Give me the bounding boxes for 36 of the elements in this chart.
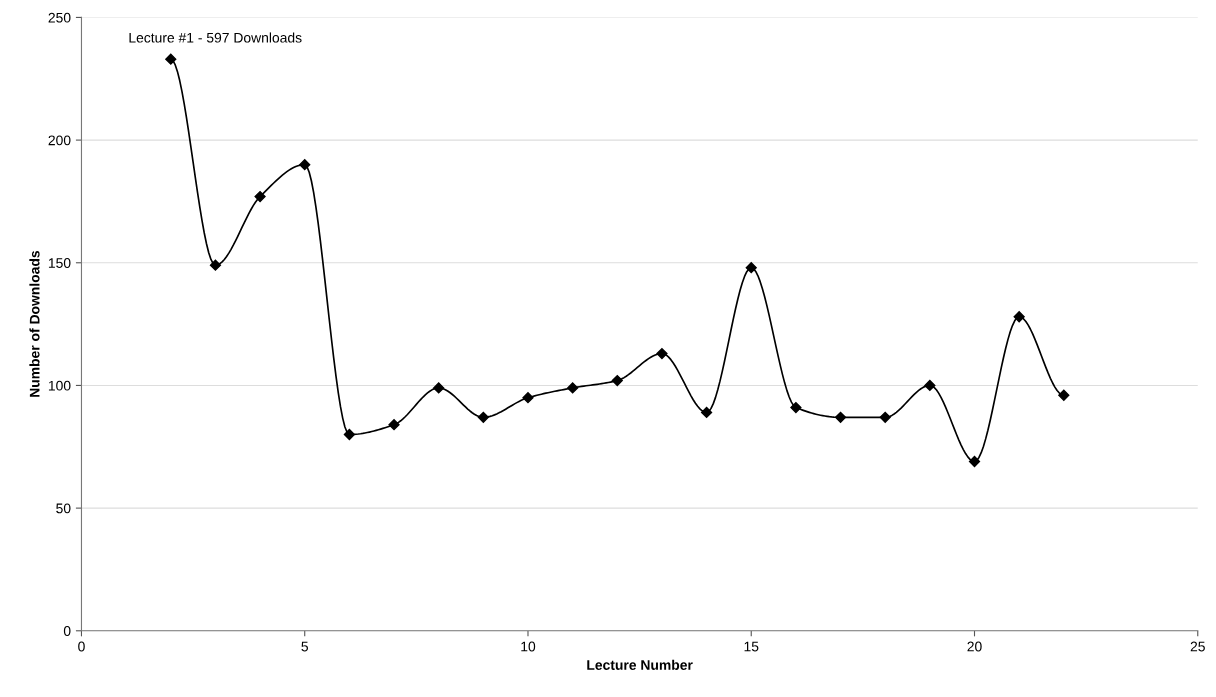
x-tick-label: 15 xyxy=(744,641,759,652)
point xyxy=(790,401,802,414)
point xyxy=(700,406,713,419)
y-tick-label: 200 xyxy=(48,135,71,146)
x-tick-label: 5 xyxy=(301,641,309,652)
point xyxy=(567,382,579,394)
x-tick-label: 25 xyxy=(1190,641,1205,652)
x-tick-label: 10 xyxy=(521,641,536,652)
point xyxy=(879,411,891,423)
x-tick-label: 20 xyxy=(967,641,982,652)
point xyxy=(343,428,355,441)
point xyxy=(299,159,311,171)
point xyxy=(656,347,668,360)
point xyxy=(1013,311,1025,323)
point xyxy=(1058,389,1070,401)
point xyxy=(924,379,936,392)
y-axis-title: Number of Downloads xyxy=(29,250,40,397)
annotation: Lecture #1 - 597 Downloads xyxy=(129,32,302,43)
point xyxy=(388,419,400,431)
x-tick-label: 0 xyxy=(78,641,85,652)
point xyxy=(165,53,177,65)
point xyxy=(477,411,489,423)
point xyxy=(209,259,222,271)
y-tick-label: 100 xyxy=(48,380,71,391)
point xyxy=(522,392,534,404)
y-tick-label: 250 xyxy=(48,12,71,23)
point xyxy=(611,374,623,387)
y-tick-label: 50 xyxy=(56,503,71,514)
y-tick-label: 0 xyxy=(63,626,71,636)
point xyxy=(968,455,981,468)
y-tick-label: 150 xyxy=(48,258,71,268)
point xyxy=(433,382,445,394)
point xyxy=(254,190,266,203)
point xyxy=(745,262,757,274)
point xyxy=(834,411,847,423)
x-axis-title: Lecture Number xyxy=(587,659,693,670)
